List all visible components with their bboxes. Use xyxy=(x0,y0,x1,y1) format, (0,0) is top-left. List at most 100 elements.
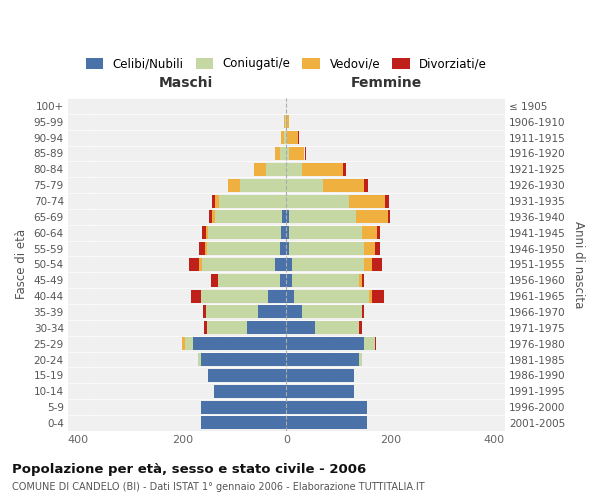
Bar xyxy=(285,116,286,128)
Bar xyxy=(372,290,383,302)
Bar xyxy=(287,131,298,144)
Bar xyxy=(388,210,390,224)
Bar xyxy=(203,306,206,318)
Bar xyxy=(356,210,388,224)
Bar xyxy=(198,353,200,366)
Bar xyxy=(343,163,346,176)
Bar xyxy=(208,369,286,382)
Bar xyxy=(286,400,367,413)
Bar xyxy=(275,258,286,271)
Bar xyxy=(286,290,294,302)
Bar xyxy=(289,147,304,160)
Bar xyxy=(207,242,280,255)
Bar xyxy=(215,194,219,207)
Bar xyxy=(199,258,202,271)
Bar xyxy=(362,226,377,239)
Bar xyxy=(286,147,289,160)
Bar xyxy=(258,306,286,318)
Bar xyxy=(286,116,289,128)
Bar xyxy=(281,226,286,239)
Bar xyxy=(275,147,280,160)
Legend: Celibi/Nubili, Coniugati/e, Vedovi/e, Divorziati/e: Celibi/Nubili, Coniugati/e, Vedovi/e, Di… xyxy=(86,58,487,70)
Bar xyxy=(359,322,362,334)
Bar xyxy=(189,258,199,271)
Bar xyxy=(200,290,268,302)
Y-axis label: Anni di nascita: Anni di nascita xyxy=(572,220,585,308)
Bar xyxy=(286,274,292,287)
Bar xyxy=(280,274,286,287)
Bar xyxy=(289,242,364,255)
Text: Femmine: Femmine xyxy=(351,76,422,90)
Bar xyxy=(302,163,343,176)
Bar xyxy=(268,290,286,302)
Bar xyxy=(286,369,354,382)
Bar xyxy=(302,306,362,318)
Bar xyxy=(362,274,364,287)
Bar xyxy=(359,274,362,287)
Bar xyxy=(359,353,362,366)
Bar xyxy=(219,194,286,207)
Bar xyxy=(286,258,292,271)
Bar xyxy=(289,226,362,239)
Bar xyxy=(370,290,372,302)
Bar xyxy=(374,337,376,350)
Bar xyxy=(185,337,193,350)
Bar xyxy=(286,163,302,176)
Text: Maschi: Maschi xyxy=(159,76,213,90)
Bar xyxy=(280,147,286,160)
Bar xyxy=(286,210,289,224)
Bar xyxy=(286,242,289,255)
Bar xyxy=(200,416,286,430)
Bar xyxy=(202,226,206,239)
Bar xyxy=(254,163,266,176)
Y-axis label: Fasce di età: Fasce di età xyxy=(15,230,28,300)
Bar xyxy=(286,337,364,350)
Bar xyxy=(207,322,247,334)
Bar xyxy=(372,258,382,271)
Bar xyxy=(281,131,284,144)
Bar xyxy=(247,322,286,334)
Bar xyxy=(200,353,286,366)
Bar xyxy=(209,210,212,224)
Bar xyxy=(206,226,208,239)
Bar xyxy=(364,178,368,192)
Bar xyxy=(182,337,185,350)
Bar xyxy=(292,258,364,271)
Bar xyxy=(294,290,370,302)
Bar xyxy=(218,274,280,287)
Bar xyxy=(282,210,286,224)
Bar xyxy=(211,274,218,287)
Bar xyxy=(349,194,385,207)
Bar xyxy=(364,242,374,255)
Bar xyxy=(286,178,323,192)
Bar xyxy=(286,306,302,318)
Text: COMUNE DI CANDELO (BI) - Dati ISTAT 1° gennaio 2006 - Elaborazione TUTTITALIA.IT: COMUNE DI CANDELO (BI) - Dati ISTAT 1° g… xyxy=(12,482,425,492)
Bar xyxy=(286,322,315,334)
Bar xyxy=(286,131,287,144)
Bar xyxy=(323,178,364,192)
Bar xyxy=(284,131,286,144)
Bar xyxy=(200,400,286,413)
Bar xyxy=(208,226,281,239)
Bar xyxy=(199,242,205,255)
Bar xyxy=(364,337,374,350)
Bar xyxy=(286,416,367,430)
Bar xyxy=(202,258,275,271)
Bar xyxy=(212,210,215,224)
Bar xyxy=(286,194,349,207)
Bar xyxy=(212,194,215,207)
Bar xyxy=(205,242,207,255)
Bar xyxy=(214,384,286,398)
Bar xyxy=(206,306,258,318)
Bar xyxy=(315,322,359,334)
Bar xyxy=(286,226,289,239)
Bar xyxy=(286,384,354,398)
Bar xyxy=(364,258,372,271)
Bar xyxy=(284,116,285,128)
Text: Popolazione per età, sesso e stato civile - 2006: Popolazione per età, sesso e stato civil… xyxy=(12,462,366,475)
Bar xyxy=(266,163,286,176)
Bar xyxy=(374,242,380,255)
Bar xyxy=(377,226,380,239)
Bar xyxy=(191,290,200,302)
Bar xyxy=(193,337,286,350)
